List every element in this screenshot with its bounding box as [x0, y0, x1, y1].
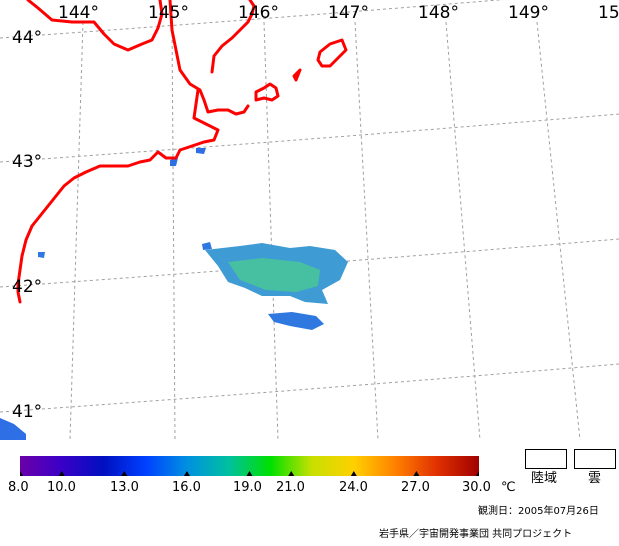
lon-label-148: 148° — [418, 3, 459, 23]
colorbar-tick-mark — [476, 471, 479, 476]
sea-surface-temperature-patch — [0, 148, 348, 440]
kuril-islands — [210, 0, 348, 102]
colorbar-tick-mark — [350, 471, 357, 476]
colorbar-tick-mark — [288, 471, 295, 476]
latitude-line — [0, 363, 619, 413]
land-legend-label: 陸域 — [531, 471, 558, 486]
lon-label-144: 144° — [58, 3, 99, 23]
sst-map — [0, 0, 619, 440]
lon-label-149: 149° — [508, 3, 549, 23]
colorbar-tick-19: 19.0 — [233, 480, 262, 495]
colorbar-tick-mark — [246, 471, 253, 476]
longitude-line — [445, 21, 481, 440]
colorbar-tick-16: 16.0 — [172, 480, 201, 495]
sst-patch-corner — [0, 418, 26, 440]
colorbar-gradient — [20, 456, 479, 476]
coastline — [16, 0, 348, 304]
land-legend-swatch — [525, 449, 567, 469]
longitude-line — [171, 21, 176, 440]
colorbar-tick-mark — [121, 471, 128, 476]
sst-patch-speck-1 — [202, 242, 212, 250]
colorbar-tick-8: 8.0 — [8, 480, 29, 495]
longitude-line — [263, 21, 279, 440]
lon-label-150: 15 — [598, 3, 619, 23]
latitude-line — [0, 0, 505, 39]
colorbar-tick-30: 30.0 — [462, 480, 491, 495]
sst-patch-warm — [228, 258, 320, 292]
longitude-line — [69, 21, 84, 440]
lat-label-41: 41° — [12, 402, 43, 422]
colorbar-tick-mark — [58, 471, 65, 476]
lat-label-44: 44° — [12, 28, 43, 48]
sst-patch-coast-2 — [196, 148, 206, 154]
latitude-line — [0, 113, 619, 163]
sst-patch-south — [268, 312, 324, 330]
colorbar-tick-marks — [20, 471, 479, 476]
temperature-colorbar — [20, 456, 479, 476]
colorbar-tick-21: 21.0 — [276, 480, 305, 495]
colorbar-unit: ℃ — [501, 480, 516, 495]
lon-label-147: 147° — [328, 3, 369, 23]
lat-label-42: 42° — [12, 277, 43, 297]
lon-label-146: 146° — [238, 3, 279, 23]
credit-text: 岩手県／宇宙開発事業団 共同プロジェクト — [379, 529, 573, 540]
observation-date: 観測日：2005年07月26日 — [478, 506, 599, 517]
colorbar-tick-24: 24.0 — [339, 480, 368, 495]
sst-patch-coast-1 — [170, 158, 178, 166]
sst-patch-speck-2 — [38, 252, 45, 258]
cloud-legend-label: 雲 — [588, 471, 602, 486]
colorbar-tick-mark — [183, 471, 190, 476]
longitude-line — [536, 21, 581, 440]
cloud-legend-swatch — [574, 449, 616, 469]
lat-label-43: 43° — [12, 152, 43, 172]
colorbar-tick-mark — [413, 471, 420, 476]
colorbar-tick-10: 10.0 — [47, 480, 76, 495]
colorbar-tick-27: 27.0 — [401, 480, 430, 495]
hokkaido-coastline — [16, 0, 250, 304]
graticule-grid — [0, 0, 619, 440]
colorbar-tick-13: 13.0 — [110, 480, 139, 495]
colorbar-tick-mark — [20, 471, 23, 476]
lon-label-145: 145° — [148, 3, 189, 23]
longitude-line — [354, 21, 379, 440]
latitude-line — [0, 238, 619, 288]
